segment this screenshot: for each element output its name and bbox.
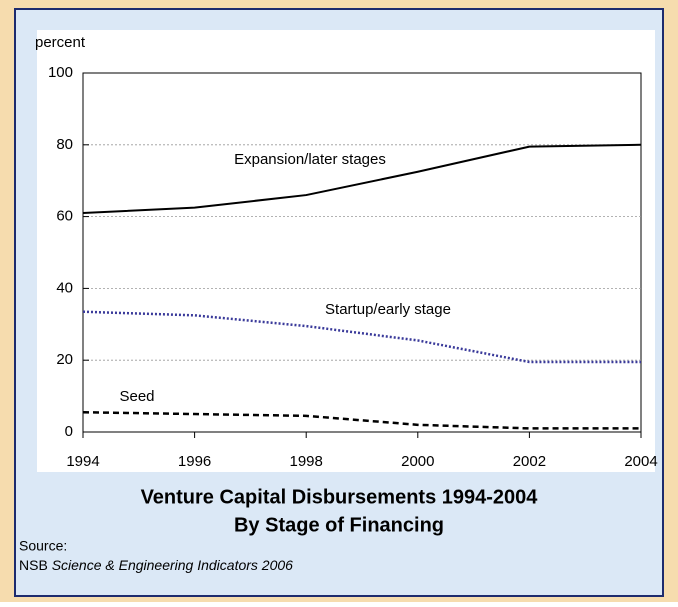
x-tick-label: 2002 [513, 453, 546, 470]
chart-subtitle: By Stage of Financing [234, 514, 444, 536]
series-label: Expansion/later stages [234, 151, 386, 168]
source-text: NSB Science & Engineering Indicators 200… [19, 557, 293, 573]
source-publisher: NSB [19, 557, 48, 573]
y-tick-label: 80 [56, 136, 73, 153]
y-tick-label: 100 [48, 64, 73, 81]
chart-title: Venture Capital Disbursements 1994-2004 [141, 486, 539, 508]
source-label: Source: [19, 538, 67, 554]
y-tick-label: 20 [56, 351, 73, 368]
y-tick-label: 40 [56, 279, 73, 296]
series-line [82, 143, 642, 215]
source-title: Science & Engineering Indicators 2006 [52, 557, 293, 573]
x-tick-label: 1998 [290, 453, 323, 470]
plot-background [37, 30, 655, 472]
y-tick-label: 0 [65, 423, 73, 440]
y-axis-label: percent [35, 34, 86, 51]
x-tick-label: 1994 [66, 453, 99, 470]
series-label: Seed [119, 388, 154, 405]
series-line [82, 310, 641, 364]
series-line [82, 411, 641, 430]
x-tick-label: 2000 [401, 453, 434, 470]
series-label: Startup/early stage [325, 301, 451, 318]
plot-frame [82, 72, 642, 433]
y-tick-label: 60 [56, 208, 73, 225]
x-tick-label: 2004 [624, 453, 657, 470]
x-tick-label: 1996 [178, 453, 211, 470]
